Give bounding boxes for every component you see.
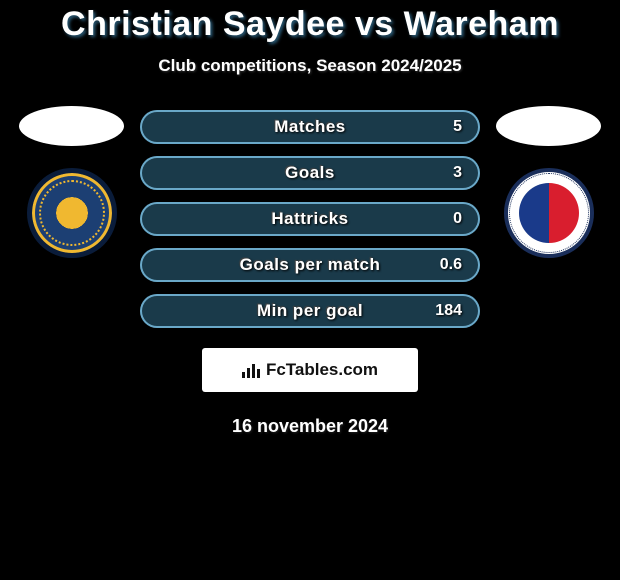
- stat-value: 3: [453, 164, 462, 182]
- fctables-attribution[interactable]: FcTables.com: [202, 348, 418, 392]
- main-row: Matches 5 Goals 3 Hattricks 0 Goals per …: [0, 106, 620, 328]
- left-player-photo-placeholder: [19, 106, 124, 146]
- stat-bar-min-per-goal: Min per goal 184: [140, 294, 480, 328]
- page-title: Christian Saydee vs Wareham: [0, 5, 620, 44]
- stat-label: Matches: [274, 117, 346, 137]
- stat-label: Goals per match: [240, 255, 381, 275]
- right-player-col: [496, 106, 601, 258]
- stat-label: Hattricks: [271, 209, 348, 229]
- right-club-badge: [504, 168, 594, 258]
- left-player-col: [19, 106, 124, 258]
- match-date: 16 november 2024: [0, 416, 620, 437]
- subtitle: Club competitions, Season 2024/2025: [0, 56, 620, 76]
- stat-value: 0: [453, 210, 462, 228]
- left-club-badge: [27, 168, 117, 258]
- stat-value: 5: [453, 118, 462, 136]
- stat-bar-hattricks: Hattricks 0: [140, 202, 480, 236]
- stat-bar-goals: Goals 3: [140, 156, 480, 190]
- stat-bar-goals-per-match: Goals per match 0.6: [140, 248, 480, 282]
- bar-chart-icon: [242, 362, 260, 378]
- right-player-photo-placeholder: [496, 106, 601, 146]
- stat-value: 0.6: [440, 256, 462, 274]
- stat-label: Goals: [285, 163, 335, 183]
- comparison-card: Christian Saydee vs Wareham Club competi…: [0, 0, 620, 437]
- stats-column: Matches 5 Goals 3 Hattricks 0 Goals per …: [140, 106, 480, 328]
- stat-value: 184: [435, 302, 462, 320]
- fctables-label: FcTables.com: [266, 360, 378, 380]
- right-club-badge-inner: [519, 183, 579, 243]
- stat-bar-matches: Matches 5: [140, 110, 480, 144]
- stat-label: Min per goal: [257, 301, 363, 321]
